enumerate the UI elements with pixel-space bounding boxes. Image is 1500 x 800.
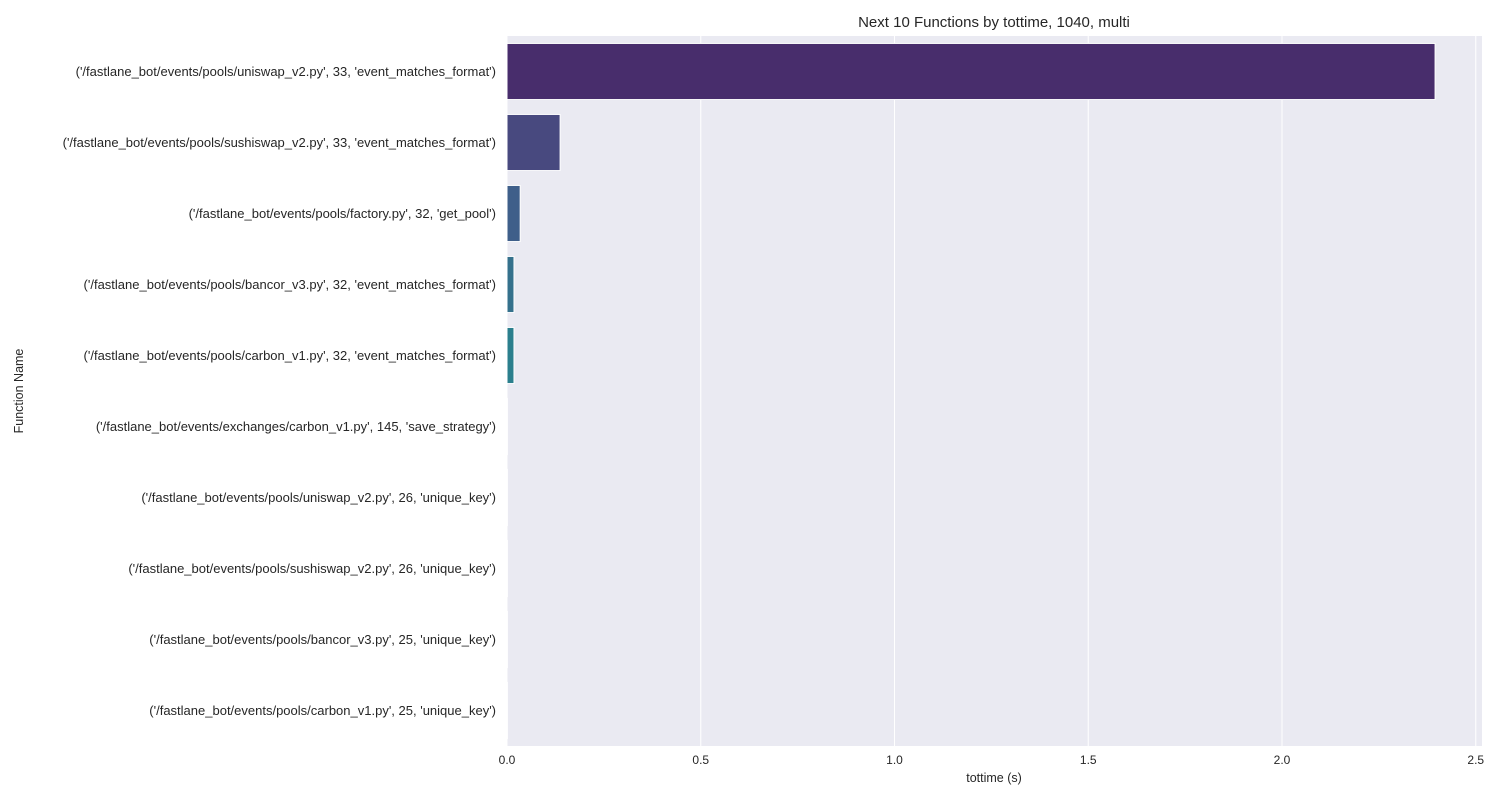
x-tick-label: 2.5: [1467, 753, 1484, 767]
category-label: ('/fastlane_bot/events/pools/carbon_v1.p…: [149, 703, 496, 718]
category-label: ('/fastlane_bot/events/pools/factory.py'…: [189, 206, 496, 221]
bar: [506, 326, 515, 385]
category-labels: ('/fastlane_bot/events/pools/uniswap_v2.…: [63, 64, 496, 718]
x-tick-label: 1.5: [1080, 753, 1097, 767]
bar: [506, 113, 561, 172]
x-tick-label: 0.0: [499, 753, 516, 767]
category-label: ('/fastlane_bot/events/pools/uniswap_v2.…: [76, 64, 496, 79]
x-tick-label: 0.5: [692, 753, 709, 767]
category-label: ('/fastlane_bot/events/pools/uniswap_v2.…: [141, 490, 496, 505]
category-label: ('/fastlane_bot/events/exchanges/carbon_…: [96, 419, 496, 434]
x-tick-label: 2.0: [1274, 753, 1291, 767]
category-label: ('/fastlane_bot/events/pools/sushiswap_v…: [63, 135, 496, 150]
category-label: ('/fastlane_bot/events/pools/sushiswap_v…: [128, 561, 496, 576]
x-tick-labels: 0.0 0.5 1.0 1.5 2.0 2.5: [499, 753, 1485, 767]
bar: [506, 184, 521, 243]
x-tick-label: 1.0: [886, 753, 903, 767]
chart-title: Next 10 Functions by tottime, 1040, mult…: [858, 14, 1130, 31]
category-label: ('/fastlane_bot/events/pools/carbon_v1.p…: [84, 348, 496, 363]
bar: [506, 255, 515, 314]
y-axis-label: Function Name: [12, 349, 26, 434]
bars: [506, 42, 1436, 740]
plot-area: [507, 36, 1482, 746]
category-label: ('/fastlane_bot/events/pools/bancor_v3.p…: [149, 632, 496, 647]
bar: [506, 42, 1436, 101]
x-axis-label: tottime (s): [966, 771, 1022, 785]
category-label: ('/fastlane_bot/events/pools/bancor_v3.p…: [84, 277, 496, 292]
